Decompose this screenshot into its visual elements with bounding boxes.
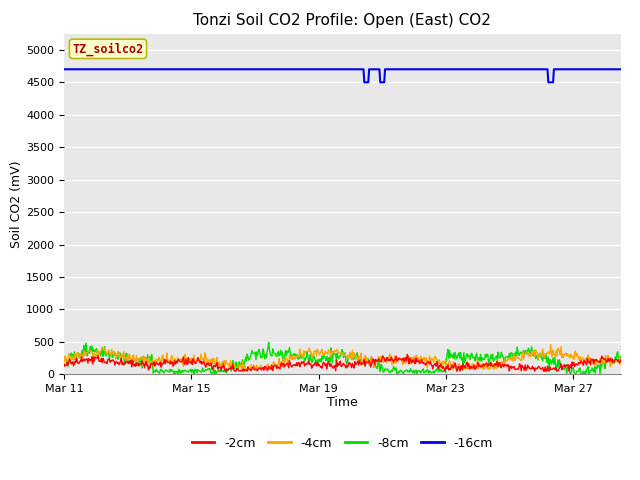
- X-axis label: Time: Time: [327, 396, 358, 408]
- Text: TZ_soilco2: TZ_soilco2: [72, 42, 143, 56]
- Title: Tonzi Soil CO2 Profile: Open (East) CO2: Tonzi Soil CO2 Profile: Open (East) CO2: [193, 13, 492, 28]
- Legend: -2cm, -4cm, -8cm, -16cm: -2cm, -4cm, -8cm, -16cm: [187, 432, 498, 455]
- Y-axis label: Soil CO2 (mV): Soil CO2 (mV): [10, 160, 24, 248]
